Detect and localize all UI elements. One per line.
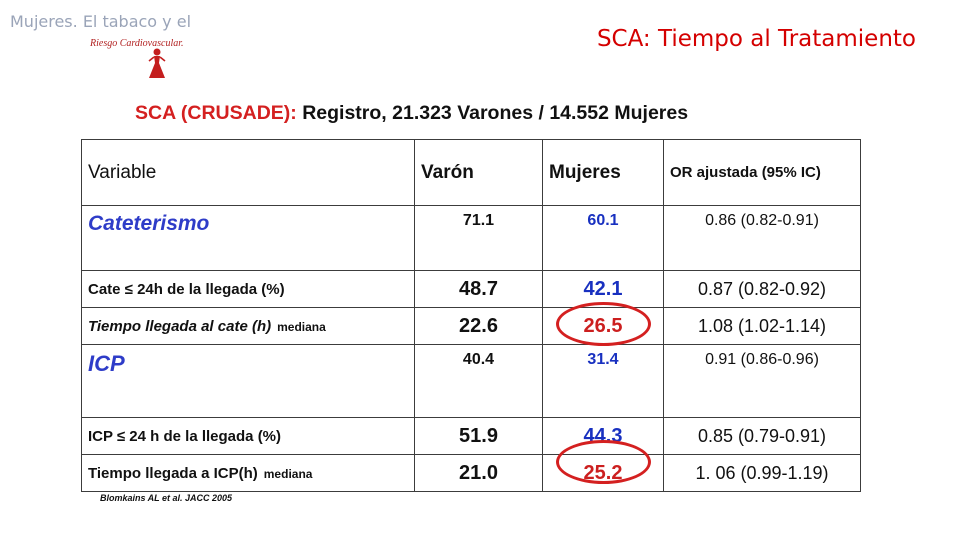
row-variable-note: mediana — [263, 466, 313, 481]
table-row: ICP ≤ 24 h de la llegada (%) 51.9 44.3 0… — [81, 417, 861, 455]
header-mujeres: Mujeres — [542, 139, 664, 206]
table-row: Tiempo llegada a ICP(h) mediana 21.0 25.2… — [81, 454, 861, 492]
row-mujeres: 60.1 — [542, 205, 664, 271]
row-variable: Cateterismo — [81, 205, 415, 271]
woman-figure-icon — [148, 48, 166, 78]
row-mujeres: 31.4 — [542, 344, 664, 418]
header-variable: Variable — [81, 139, 415, 206]
row-or: 0.87 (0.82-0.92) — [663, 270, 861, 308]
row-or: 0.85 (0.79-0.91) — [663, 417, 861, 455]
header-varon: Varón — [414, 139, 543, 206]
row-or: 0.91 (0.86-0.96) — [663, 344, 861, 418]
row-varon: 71.1 — [414, 205, 543, 271]
row-varon: 22.6 — [414, 307, 543, 345]
row-variable: ICP ≤ 24 h de la llegada (%) — [81, 417, 415, 455]
table-heading: SCA (CRUSADE): Registro, 21.323 Varones … — [135, 102, 688, 125]
header-or: OR ajustada (95% IC) — [663, 139, 861, 206]
row-mujeres: 44.3 — [542, 417, 664, 455]
row-variable-text: Tiempo llegada a ICP(h) — [88, 464, 258, 482]
table-row: Cateterismo 71.1 60.1 0.86 (0.82-0.91) — [81, 205, 861, 271]
row-or: 1.08 (1.02-1.14) — [663, 307, 861, 345]
row-variable: Cate ≤ 24h de la llegada (%) — [81, 270, 415, 308]
logo-subtitle: Riesgo Cardiovascular. — [90, 38, 184, 49]
row-mujeres: 42.1 — [542, 270, 664, 308]
row-variable-note: mediana — [277, 319, 326, 334]
row-variable: Tiempo llegada a ICP(h) mediana — [81, 454, 415, 492]
logo-title: Mujeres. El tabaco y el — [10, 12, 192, 31]
row-varon: 48.7 — [414, 270, 543, 308]
row-variable: Tiempo llegada al cate (h) mediana — [81, 307, 415, 345]
row-varon: 40.4 — [414, 344, 543, 418]
row-variable: ICP — [81, 344, 415, 418]
row-varon: 21.0 — [414, 454, 543, 492]
table-header-row: Variable Varón Mujeres OR ajustada (95% … — [81, 139, 861, 206]
row-or: 0.86 (0.82-0.91) — [663, 205, 861, 271]
table-row: Tiempo llegada al cate (h) mediana 22.6 2… — [81, 307, 861, 345]
row-varon: 51.9 — [414, 417, 543, 455]
table-heading-rest: Registro, 21.323 Varones / 14.552 Mujere… — [302, 102, 689, 124]
slide-title: SCA: Tiempo al Tratamiento — [596, 26, 916, 52]
logo: Mujeres. El tabaco y el Riesgo Cardiovas… — [10, 8, 240, 78]
row-mujeres: 26.5 — [542, 307, 664, 345]
table-heading-prefix: SCA (CRUSADE): — [135, 102, 297, 124]
row-mujeres: 25.2 — [542, 454, 664, 492]
citation: Blomkains AL et al. JACC 2005 — [100, 493, 233, 503]
table-row: Cate ≤ 24h de la llegada (%) 48.7 42.1 0… — [81, 270, 861, 308]
row-variable-text: Tiempo llegada al cate (h) — [88, 317, 272, 335]
results-table: Variable Varón Mujeres OR ajustada (95% … — [81, 139, 861, 492]
row-or: 1. 06 (0.99-1.19) — [663, 454, 861, 492]
table-row: ICP 40.4 31.4 0.91 (0.86-0.96) — [81, 344, 861, 418]
